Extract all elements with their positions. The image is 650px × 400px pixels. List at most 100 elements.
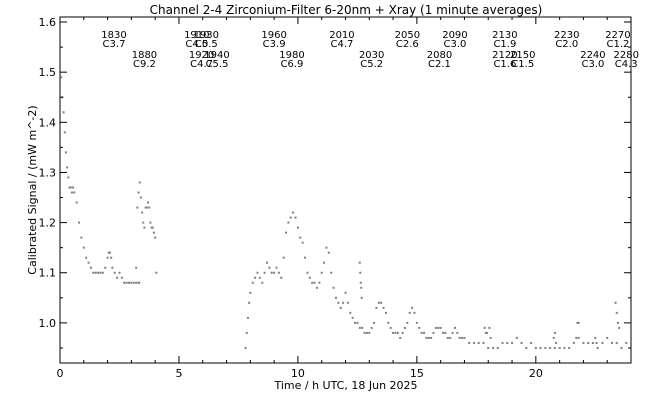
data-point [108, 251, 111, 254]
data-point [349, 311, 352, 314]
data-point [151, 226, 154, 229]
data-point [97, 271, 100, 274]
flare-class-label: C3.0 [581, 59, 604, 70]
data-point [477, 341, 480, 344]
data-point [92, 271, 95, 274]
data-point [432, 331, 435, 334]
y-tick-label: 1.1 [39, 267, 57, 280]
data-point [280, 276, 283, 279]
data-point [595, 341, 598, 344]
flare-class-label: C1.9 [493, 39, 516, 50]
data-point [270, 271, 273, 274]
data-point [116, 276, 119, 279]
flare-id-label: 2230 [554, 30, 579, 41]
flare-id-label: 2150 [510, 50, 535, 61]
flare-class-label: C3.7 [103, 39, 126, 50]
data-point [147, 201, 150, 204]
data-point [468, 341, 471, 344]
data-point [615, 341, 618, 344]
data-point [387, 321, 390, 324]
data-point [530, 341, 533, 344]
flare-id-label: 2240 [580, 50, 605, 61]
data-point [135, 266, 138, 269]
data-point [62, 111, 65, 114]
data-point [582, 341, 585, 344]
flare-id-label: 2120 [492, 50, 517, 61]
data-point [66, 166, 69, 169]
data-point [70, 191, 73, 194]
data-point [275, 266, 278, 269]
data-point [363, 331, 366, 334]
data-point [486, 331, 489, 334]
data-point [101, 271, 104, 274]
data-point [544, 346, 547, 349]
data-point [375, 306, 378, 309]
data-point [615, 311, 618, 314]
data-point [392, 331, 395, 334]
flare-id-label: 1880 [132, 50, 157, 61]
data-point [273, 271, 276, 274]
data-point [277, 271, 280, 274]
data-point [60, 76, 63, 79]
data-point [141, 211, 144, 214]
data-point [123, 281, 126, 284]
data-point [306, 271, 309, 274]
data-point [423, 331, 426, 334]
data-point [442, 331, 445, 334]
data-point [315, 286, 318, 289]
x-axis-ticks: 0 5 10 15 20 [57, 17, 608, 380]
data-point [630, 336, 632, 339]
data-point [356, 321, 359, 324]
data-point [148, 206, 151, 209]
flare-class-label: C5.5 [195, 39, 218, 50]
x-tick-label: 15 [410, 367, 424, 380]
data-point [337, 301, 340, 304]
data-point [342, 301, 345, 304]
data-point [506, 341, 509, 344]
data-point [150, 226, 153, 229]
data-point [85, 256, 88, 259]
data-point [94, 271, 97, 274]
x-tick-label: 0 [57, 367, 64, 380]
x-tick-label: 5 [175, 367, 182, 380]
data-point [87, 261, 90, 264]
data-point [359, 281, 362, 284]
data-point [401, 331, 404, 334]
data-point [69, 186, 72, 189]
data-point [360, 296, 363, 299]
data-point [458, 336, 461, 339]
data-point [553, 331, 556, 334]
data-point [136, 206, 139, 209]
flare-class-label: C9.2 [133, 59, 156, 70]
data-point [68, 186, 71, 189]
flare-class-label: C2.1 [428, 59, 451, 70]
data-point [344, 291, 347, 294]
data-point [107, 251, 110, 254]
flare-id-label: 2080 [427, 50, 452, 61]
flare-class-label: C5.2 [360, 59, 383, 70]
data-point [496, 346, 499, 349]
data-point [354, 321, 357, 324]
flare-id-label: 2130 [492, 30, 517, 41]
data-point [73, 191, 76, 194]
flare-class-label: C6.9 [281, 59, 304, 70]
data-point [591, 341, 594, 344]
data-point [299, 236, 302, 239]
y-tick-label: 1.4 [39, 116, 57, 129]
data-point [294, 216, 297, 219]
data-point [572, 341, 575, 344]
data-point [142, 221, 145, 224]
data-point [370, 326, 373, 329]
flare-id-label: 1960 [261, 30, 286, 41]
flare-id-label: 1930 [194, 30, 219, 41]
flare-class-label: C2.6 [396, 39, 419, 50]
data-point [430, 336, 433, 339]
data-point [620, 346, 623, 349]
data-point [618, 326, 621, 329]
data-point [413, 311, 416, 314]
data-point [261, 281, 264, 284]
flare-class-label: C4.3 [615, 59, 638, 70]
data-point [472, 341, 475, 344]
data-point [601, 341, 604, 344]
data-point [444, 331, 447, 334]
